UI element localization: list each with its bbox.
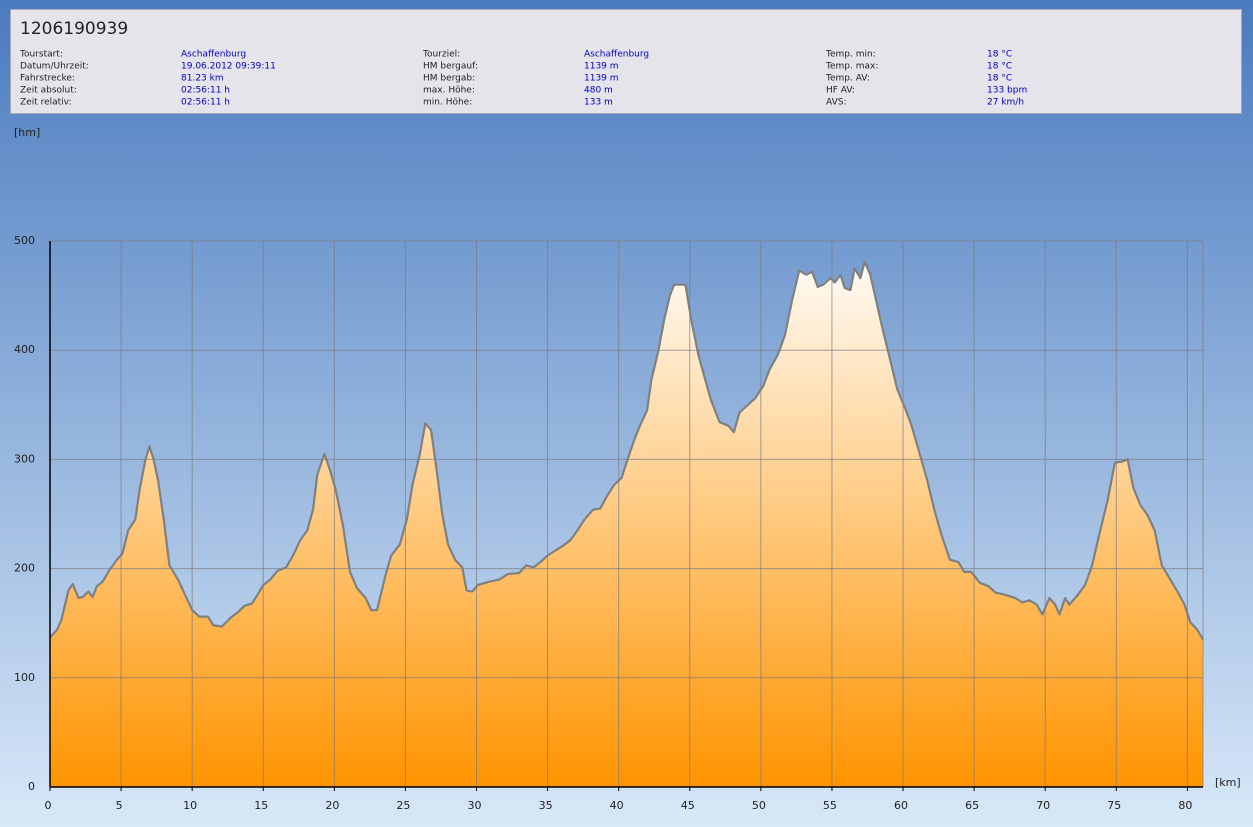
info-label: Fahrstrecke: [20, 74, 75, 84]
x-tick-label: 65 [965, 799, 979, 812]
header-panel [10, 9, 1242, 114]
info-label: max. Höhe: [423, 86, 475, 96]
x-tick-label: 50 [752, 799, 766, 812]
info-label: Zeit absolut: [20, 86, 77, 96]
info-label: Zeit relativ: [20, 98, 72, 108]
info-label: Temp. max: [825, 62, 878, 72]
x-tick-label: 55 [823, 799, 837, 812]
info-label: HM bergab: [423, 74, 475, 84]
info-value: Aschaffenburg [584, 50, 649, 60]
elevation-area [50, 261, 1203, 787]
info-label: AVS: [826, 98, 846, 108]
y-tick-label: 200 [14, 562, 35, 575]
x-tick-label: 10 [183, 799, 197, 812]
y-axis-label: [hm] [14, 126, 40, 139]
x-tick-label: 35 [539, 799, 553, 812]
info-label: Tourstart: [19, 50, 63, 60]
x-tick-label: 70 [1036, 799, 1050, 812]
x-axis-label: [km] [1215, 776, 1241, 789]
x-tick-label: 75 [1107, 799, 1121, 812]
header-title: 1206190939 [20, 19, 128, 39]
info-value: 480 m [584, 86, 613, 96]
info-label: Datum/Uhrzeit: [20, 62, 89, 72]
info-value: 1139 m [584, 74, 619, 84]
x-tick-label: 15 [254, 799, 268, 812]
y-tick-label: 0 [28, 780, 35, 793]
info-value: 81.23 km [181, 74, 224, 84]
info-value: 19.06.2012 09:39:11 [181, 62, 276, 72]
info-value: 133 bpm [987, 86, 1027, 96]
info-label: Temp. min: [825, 50, 876, 60]
y-tick-label: 400 [14, 343, 35, 356]
y-tick-label: 100 [14, 671, 35, 684]
x-tick-label: 45 [681, 799, 695, 812]
info-value: Aschaffenburg [181, 50, 246, 60]
info-value: 133 m [584, 98, 613, 108]
x-tick-label: 80 [1178, 799, 1192, 812]
x-tick-label: 40 [610, 799, 624, 812]
y-tick-label: 300 [14, 452, 35, 465]
x-tick-label: 0 [45, 799, 52, 812]
info-value: 1139 m [584, 62, 619, 72]
info-label: min. Höhe: [423, 98, 472, 108]
info-value: 02:56:11 h [181, 86, 230, 96]
x-tick-label: 5 [116, 799, 123, 812]
info-label: Temp. AV: [825, 74, 870, 84]
x-tick-label: 20 [325, 799, 339, 812]
info-label: HM bergauf: [423, 62, 478, 72]
elevation-line [49, 260, 1204, 641]
x-tick-label: 25 [396, 799, 410, 812]
info-label: Tourziel: [422, 50, 460, 60]
info-label: HF AV: [826, 86, 855, 96]
info-value: 02:56:11 h [181, 98, 230, 108]
y-tick-label: 500 [14, 234, 35, 247]
info-value: 18 °C [987, 74, 1012, 84]
x-tick-label: 60 [894, 799, 908, 812]
x-tick-label: 30 [468, 799, 482, 812]
info-value: 18 °C [987, 62, 1012, 72]
info-value: 27 km/h [987, 98, 1024, 108]
info-value: 18 °C [987, 50, 1012, 60]
